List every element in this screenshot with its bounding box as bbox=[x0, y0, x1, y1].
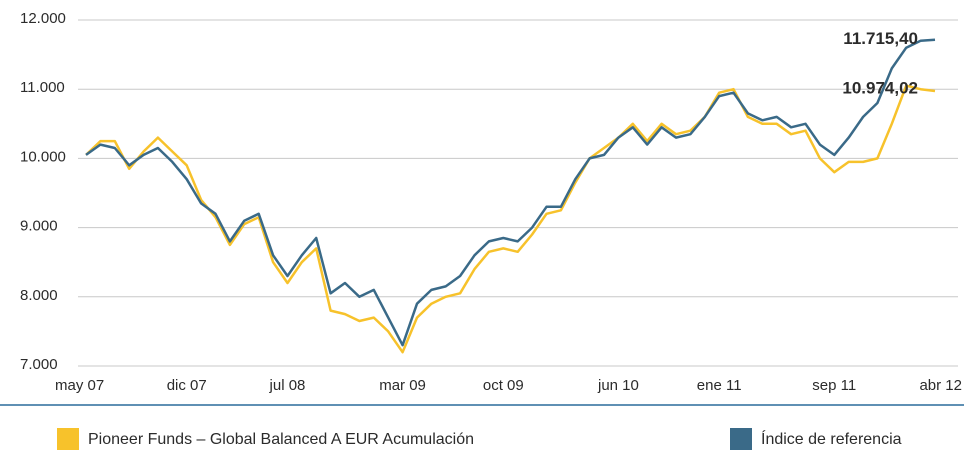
x-tick-label: jul 08 bbox=[269, 377, 306, 394]
value-label: 11.715,40 bbox=[843, 29, 918, 48]
series-line bbox=[85, 84, 936, 354]
x-tick-label: jun 10 bbox=[597, 377, 639, 394]
x-tick-label: oct 09 bbox=[483, 377, 524, 394]
legend-label: Pioneer Funds – Global Balanced A EUR Ac… bbox=[88, 431, 474, 448]
legend-swatch bbox=[57, 428, 79, 450]
x-tick-label: mar 09 bbox=[379, 377, 426, 394]
series-line bbox=[85, 38, 936, 347]
x-tick-label: ene 11 bbox=[697, 377, 742, 394]
x-tick-label: abr 12 bbox=[919, 377, 962, 394]
x-tick-label: sep 11 bbox=[812, 377, 856, 394]
legend-label: Índice de referencia bbox=[761, 429, 902, 448]
x-tick-label: dic 07 bbox=[167, 377, 207, 394]
y-tick-label: 11.000 bbox=[20, 79, 65, 96]
legend-swatch bbox=[730, 428, 752, 450]
y-tick-label: 7.000 bbox=[20, 356, 58, 373]
x-tick-label: may 07 bbox=[55, 377, 104, 394]
value-label: 10.974,02 bbox=[842, 78, 918, 97]
y-tick-label: 9.000 bbox=[20, 218, 58, 235]
y-tick-label: 12.000 bbox=[20, 10, 66, 27]
y-tick-label: 10.000 bbox=[20, 148, 66, 165]
y-tick-label: 8.000 bbox=[20, 287, 58, 304]
